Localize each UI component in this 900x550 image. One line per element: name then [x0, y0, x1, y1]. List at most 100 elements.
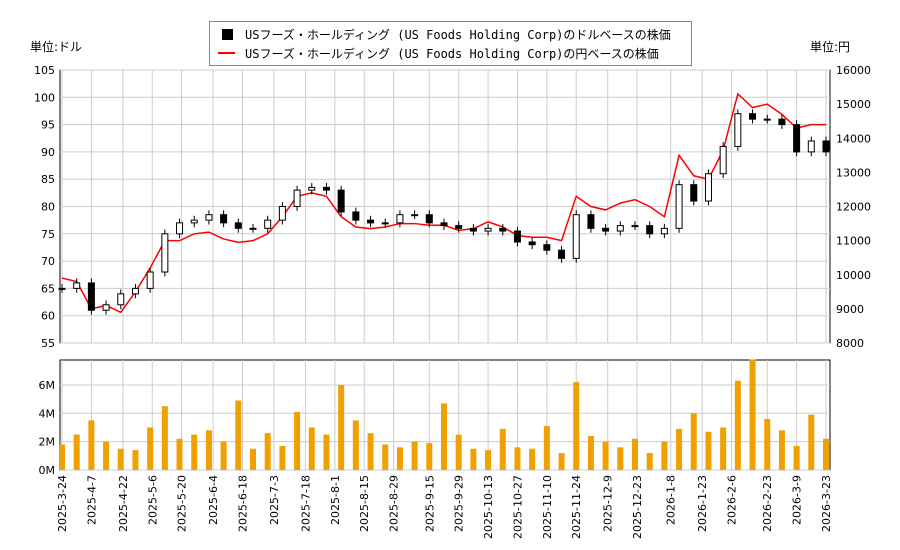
- usd-candle: [87, 282, 95, 311]
- x-tick-label: 2025-12-23: [631, 475, 644, 539]
- volume-bar: [176, 438, 183, 470]
- legend-label-usd: USフーズ・ホールディング (US Foods Holding Corp)のドル…: [245, 27, 671, 42]
- usd-candle: [234, 222, 242, 229]
- volume-bar: [602, 441, 609, 470]
- usd-candle: [278, 206, 286, 221]
- legend-label-jpy: USフーズ・ホールディング (US Foods Holding Corp)の円ベ…: [245, 46, 659, 61]
- volume-bar: [749, 359, 756, 470]
- x-tick-label: 2026-1-8: [665, 475, 678, 525]
- volume-bar: [470, 448, 477, 470]
- volume-bar: [441, 403, 447, 470]
- left-tick-label: 65: [41, 282, 55, 295]
- x-tick-label: 2025-11-10: [541, 475, 554, 539]
- x-tick-label: 2025-8-1: [329, 475, 342, 525]
- x-tick-label: 2025-5-6: [146, 475, 159, 525]
- right-axis-unit: 単位:円: [810, 40, 851, 54]
- x-tick-label: 2025-7-3: [268, 475, 281, 525]
- right-tick-label: 15000: [836, 98, 871, 111]
- volume-bar: [382, 444, 389, 470]
- right-tick-label: 16000: [836, 64, 871, 77]
- volume-bar: [676, 428, 683, 470]
- x-tick-label: 2025-5-20: [176, 475, 189, 532]
- left-tick-label: 55: [41, 337, 55, 350]
- volume-bar: [191, 434, 198, 470]
- usd-candle: [543, 244, 551, 251]
- volume-bar: [661, 441, 668, 470]
- usd-candle: [455, 225, 463, 229]
- usd-candle: [411, 214, 419, 217]
- volume-tick-label: 6M: [39, 379, 56, 392]
- usd-candle: [146, 271, 154, 289]
- usd-candle: [734, 113, 742, 147]
- usd-candle: [396, 214, 404, 224]
- left-tick-label: 75: [41, 228, 55, 241]
- usd-candle: [704, 173, 712, 202]
- volume-bar: [646, 452, 653, 470]
- volume-bar: [308, 427, 315, 470]
- volume-bar: [543, 426, 550, 470]
- usd-candle: [352, 211, 360, 221]
- x-tick-label: 2026-2-6: [726, 475, 739, 525]
- legend-swatch-jpy: [218, 52, 235, 54]
- usd-candle: [822, 140, 830, 153]
- right-tick-label: 12000: [836, 201, 871, 214]
- usd-candle: [131, 287, 139, 295]
- volume-tick-label: 0M: [39, 464, 56, 477]
- volume-bar: [59, 444, 65, 470]
- left-tick-label: 60: [41, 310, 55, 323]
- volume-bar: [617, 447, 624, 470]
- usd-candle: [763, 118, 771, 121]
- volume-bar: [793, 445, 800, 470]
- usd-candle: [58, 287, 66, 290]
- x-tick-label: 2025-9-15: [423, 475, 436, 532]
- right-tick-label: 8000: [836, 337, 864, 350]
- left-tick-label: 80: [41, 201, 55, 214]
- right-tick-label: 10000: [836, 269, 871, 282]
- x-tick-label: 2025-4-7: [85, 475, 98, 525]
- x-tick-label: 2025-6-18: [237, 475, 250, 532]
- usd-candle: [190, 219, 198, 224]
- volume-bar: [426, 443, 433, 470]
- usd-candle: [749, 113, 757, 120]
- x-tick-label: 2025-9-29: [453, 475, 466, 532]
- volume-tick-label: 2M: [39, 436, 56, 449]
- left-axis-unit: 単位:ドル: [30, 40, 83, 54]
- volume-bar: [455, 434, 462, 470]
- usd-candle: [308, 186, 316, 191]
- volume-bar: [73, 434, 80, 470]
- usd-candle: [558, 249, 566, 259]
- usd-candle: [602, 227, 610, 232]
- usd-candle: [513, 230, 521, 243]
- volume-bar: [632, 438, 638, 470]
- volume-bar: [764, 418, 771, 470]
- x-tick-label: 2025-10-27: [511, 475, 524, 539]
- legend: USフーズ・ホールディング (US Foods Holding Corp)のドル…: [209, 21, 692, 66]
- x-tick-label: 2026-3-9: [791, 475, 804, 525]
- volume-bar: [279, 445, 286, 470]
- usd-candle: [469, 227, 477, 232]
- volume-bar: [720, 427, 727, 470]
- left-tick-label: 90: [41, 146, 55, 159]
- usd-candle: [205, 214, 213, 221]
- usd-candle: [337, 189, 345, 213]
- right-tick-label: 14000: [836, 132, 871, 145]
- x-tick-label: 2025-11-24: [570, 475, 583, 539]
- usd-candle: [440, 222, 448, 227]
- volume-bar: [205, 430, 212, 470]
- volume-tick-label: 4M: [39, 407, 56, 420]
- left-tick-label: 85: [41, 173, 55, 186]
- volume-bar: [117, 448, 124, 470]
- usd-candle: [793, 124, 801, 153]
- volume-bar: [235, 400, 242, 470]
- volume-bar: [573, 382, 580, 470]
- x-tick-label: 2025-6-4: [207, 475, 220, 525]
- x-tick-label: 2025-3-24: [56, 475, 69, 532]
- volume-bar: [808, 414, 815, 470]
- volume-bar: [396, 447, 403, 470]
- usd-candle: [117, 293, 125, 306]
- x-tick-label: 2025-4-22: [117, 475, 130, 532]
- usd-candle: [807, 140, 815, 153]
- usd-candle: [631, 225, 639, 228]
- volume-bar: [250, 448, 256, 470]
